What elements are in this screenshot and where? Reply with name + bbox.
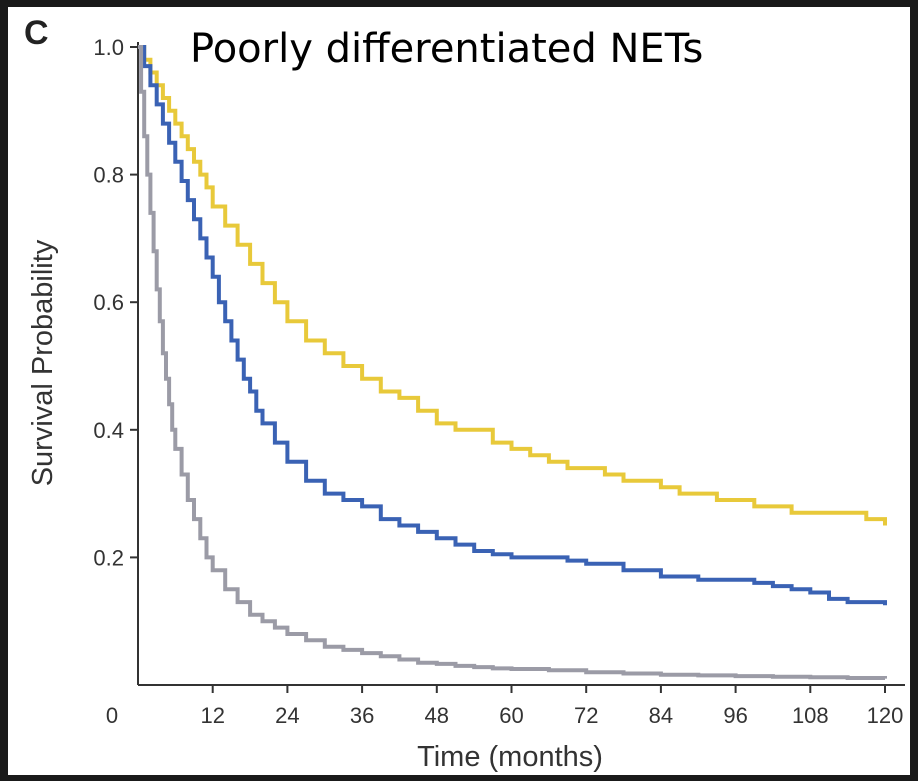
x-tick-label: 120 [867, 703, 904, 728]
survival-curve-1 [138, 45, 887, 526]
x-tick-label: 108 [792, 703, 829, 728]
y-ticks: 0.2 0.4 0.6 0.8 1.0 [93, 35, 138, 570]
chart-background [8, 7, 910, 775]
y-tick-label: 0.2 [93, 545, 124, 570]
y-tick-label: 0.8 [93, 163, 124, 188]
survival-curve-3 [138, 45, 887, 680]
y-tick-label: 0.4 [93, 418, 124, 443]
x-tick-label: 0 [106, 703, 118, 728]
x-tick-label: 24 [275, 703, 299, 728]
x-axis-title: Time (months) [417, 741, 603, 773]
x-tick-label: 36 [350, 703, 374, 728]
x-tick-label: 48 [425, 703, 449, 728]
y-tick-label: 1.0 [93, 35, 124, 60]
x-ticks: 0 12 24 36 48 60 72 84 96 108 120 [106, 685, 903, 728]
axes: 0.2 0.4 0.6 0.8 1.0 0 12 24 36 48 60 72 84 96 108 120 [93, 35, 905, 728]
x-tick-label: 96 [723, 703, 747, 728]
x-tick-label: 12 [200, 703, 224, 728]
survival-curve-2 [138, 45, 887, 606]
x-tick-label: 60 [499, 703, 523, 728]
y-tick-label: 0.6 [93, 290, 124, 315]
x-tick-label: 84 [649, 703, 673, 728]
y-axis-title: Survival Probability [27, 239, 59, 486]
x-tick-label: 72 [574, 703, 598, 728]
chart-title: Poorly differentiated NETs [190, 26, 703, 72]
panel-letter: C [24, 14, 49, 52]
series-layer [138, 45, 887, 680]
